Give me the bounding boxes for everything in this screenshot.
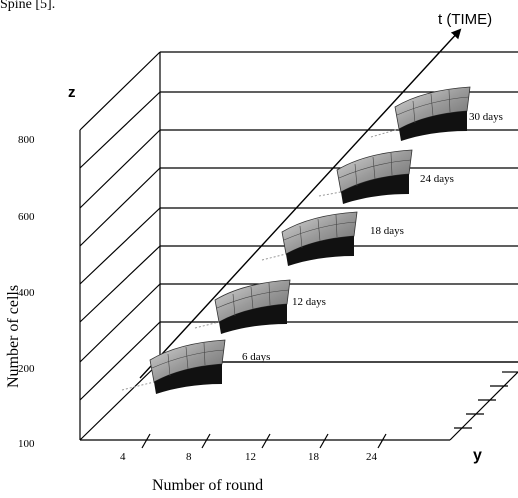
x-tick-label-24: 24 bbox=[366, 451, 378, 463]
x-tick-label-8: 8 bbox=[186, 451, 192, 463]
surface-24-days bbox=[318, 149, 413, 204]
time-axis-arrow bbox=[139, 28, 462, 379]
frame-lines bbox=[79, 51, 518, 441]
x-tick-label-18: 18 bbox=[308, 451, 320, 463]
surface-30-days bbox=[370, 86, 471, 141]
x-tick-label-4: 4 bbox=[120, 451, 126, 463]
surface-label-6-days: 6 days bbox=[242, 351, 270, 363]
y-axis-letter: y bbox=[473, 447, 482, 464]
x-tick-marks bbox=[141, 433, 387, 449]
surface-label-30-days: 30 days bbox=[469, 111, 503, 123]
header-fragment: Spine [5]. bbox=[0, 0, 55, 12]
z-tick-label-200: 200 bbox=[18, 363, 35, 375]
z-tick-label-800: 800 bbox=[18, 134, 35, 146]
surface-18-days bbox=[261, 211, 358, 266]
z-tick-label-400: 400 bbox=[18, 287, 35, 299]
surface-label-12-days: 12 days bbox=[292, 296, 326, 308]
surface-label-24-days: 24 days bbox=[420, 173, 454, 185]
z-tick-label-100: 100 bbox=[18, 438, 35, 450]
number-of-round-label: Number of round bbox=[152, 477, 263, 494]
surface-6-days bbox=[121, 339, 226, 394]
y-tick-marks bbox=[454, 371, 518, 429]
x-tick-label-12: 12 bbox=[245, 451, 256, 463]
surface-label-18-days: 18 days bbox=[370, 225, 404, 237]
t-axis-label: t (TIME) bbox=[438, 11, 492, 28]
z-tick-label-600: 600 bbox=[18, 211, 35, 223]
z-axis-label: z bbox=[68, 84, 76, 101]
number-of-cells-label: Number of cells bbox=[5, 285, 22, 388]
surface-12-days bbox=[194, 279, 291, 334]
